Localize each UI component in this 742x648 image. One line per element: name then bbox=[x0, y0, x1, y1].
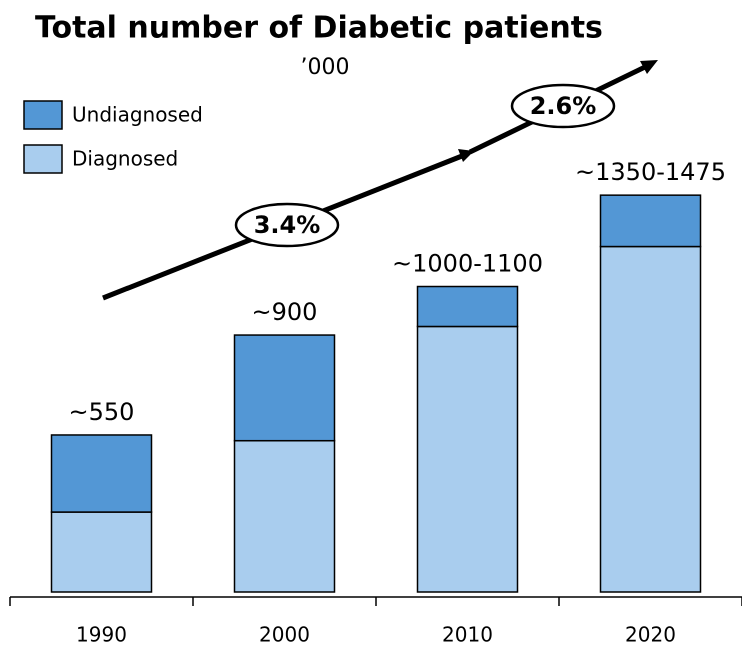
arrow-head bbox=[640, 60, 658, 74]
bar-segment bbox=[50, 511, 153, 593]
legend-label: Diagnosed bbox=[72, 147, 178, 171]
legend-label: Undiagnosed bbox=[72, 103, 203, 127]
bar-segment bbox=[416, 285, 519, 328]
chart-subtitle: ’000 bbox=[301, 55, 350, 80]
bar-segment bbox=[50, 434, 153, 513]
legend-swatch bbox=[23, 144, 63, 174]
growth-arrows: 3.4% 2.6% bbox=[102, 60, 658, 301]
total-label: ~1350-1475 bbox=[575, 158, 726, 186]
growth-badge bbox=[234, 202, 340, 248]
total-label: ~1000-1100 bbox=[392, 250, 543, 278]
total-label: ~900 bbox=[252, 298, 318, 326]
arrow-head bbox=[458, 149, 474, 162]
x-tick-label: 2000 bbox=[259, 623, 310, 647]
growth-label: 2.6% bbox=[530, 92, 597, 120]
bar-segment bbox=[416, 325, 519, 593]
x-tick-label: 2010 bbox=[442, 623, 493, 647]
bar-segment bbox=[599, 194, 702, 248]
chart-title: Total number of Diabetic patients bbox=[35, 11, 603, 46]
x-tick-label: 2020 bbox=[625, 623, 676, 647]
growth-badge bbox=[510, 83, 616, 129]
bar-segment bbox=[233, 334, 336, 442]
growth-label: 3.4% bbox=[254, 211, 321, 239]
bar-segment bbox=[233, 439, 336, 593]
legend-swatch bbox=[23, 100, 63, 130]
total-label: ~550 bbox=[69, 398, 135, 426]
x-tick-label: 1990 bbox=[76, 623, 127, 647]
bar-segment bbox=[599, 245, 702, 593]
